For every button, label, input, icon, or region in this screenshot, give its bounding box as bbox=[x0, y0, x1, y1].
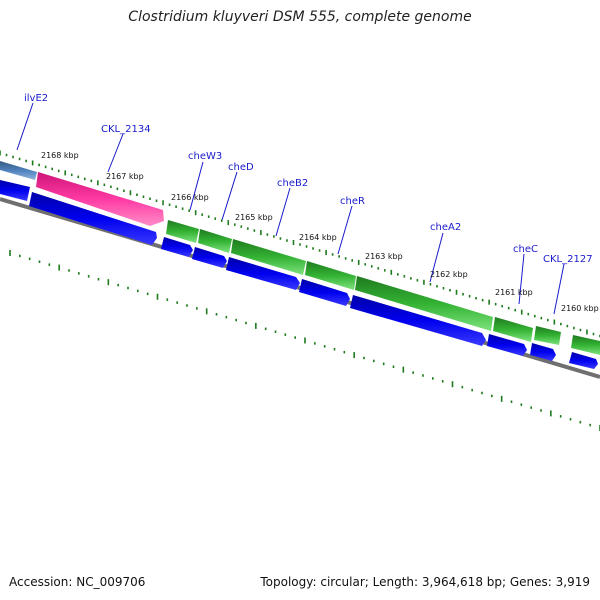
lower-scale-ticks bbox=[9, 250, 600, 431]
topology-text: Topology: circular; Length: 3,964,618 bp… bbox=[260, 575, 590, 589]
gene-label-leaders bbox=[16, 102, 565, 315]
gene-feature-ilve2[interactable] bbox=[0, 161, 37, 180]
kbp-label: 2167 kbp bbox=[106, 172, 144, 181]
gene-label[interactable]: CKL_2127 bbox=[543, 254, 593, 265]
gene-label[interactable]: CKL_2134 bbox=[101, 124, 151, 135]
cds-arrow[interactable] bbox=[299, 279, 350, 306]
kbp-label: 2161 kbp bbox=[495, 288, 533, 297]
gene-label[interactable]: ilvE2 bbox=[24, 93, 48, 104]
gene-feature-cheb2[interactable] bbox=[231, 239, 306, 275]
gene-feature-ckl-2127[interactable] bbox=[534, 326, 561, 345]
cds-strand bbox=[0, 180, 598, 369]
gene-feature-ckl-2134[interactable] bbox=[36, 172, 164, 226]
kbp-label: 2163 kbp bbox=[365, 252, 403, 261]
gene-feature-cher[interactable] bbox=[305, 261, 356, 290]
kbp-label: 2168 kbp bbox=[41, 151, 79, 160]
kbp-label: 2160 kbp bbox=[561, 304, 599, 313]
gene-label[interactable]: cheW3 bbox=[188, 151, 222, 162]
cds-arrow[interactable] bbox=[29, 192, 157, 245]
cds-arrow[interactable] bbox=[0, 180, 30, 201]
kbp-label: 2166 kbp bbox=[171, 193, 209, 202]
cds-arrow[interactable] bbox=[487, 334, 527, 356]
cds-arrow[interactable] bbox=[161, 237, 193, 257]
cds-arrow[interactable] bbox=[226, 257, 300, 290]
kbp-label: 2162 kbp bbox=[430, 270, 468, 279]
gene-feature-next[interactable] bbox=[571, 335, 600, 355]
kbp-label: 2165 kbp bbox=[235, 213, 273, 222]
map-title: Clostridium kluyveri DSM 555, complete g… bbox=[128, 9, 472, 25]
cds-arrow[interactable] bbox=[530, 343, 556, 361]
cds-arrow[interactable] bbox=[350, 295, 486, 346]
gene-feature-chec[interactable] bbox=[493, 317, 533, 342]
gene-feature-ched[interactable] bbox=[198, 229, 232, 253]
accession-text: Accession: NC_009706 bbox=[9, 575, 146, 589]
cds-arrow[interactable] bbox=[569, 352, 598, 369]
gene-labels: ilvE2 CKL_2134 cheW3 cheD cheB2 cheR che… bbox=[24, 93, 593, 265]
gene-feature-chew3[interactable] bbox=[166, 220, 199, 243]
gene-feature-chea2[interactable] bbox=[355, 276, 493, 331]
cds-arrow[interactable] bbox=[192, 247, 227, 268]
position-labels: 2168 kbp 2167 kbp 2166 kbp 2165 kbp 2164… bbox=[41, 151, 599, 313]
gene-label[interactable]: cheC bbox=[513, 244, 538, 255]
gene-label[interactable]: cheD bbox=[228, 162, 254, 173]
upper-scale-ticks bbox=[0, 150, 600, 338]
kbp-label: 2164 kbp bbox=[299, 233, 337, 242]
forward-strand-genes bbox=[0, 161, 600, 355]
gene-label[interactable]: cheB2 bbox=[277, 178, 308, 189]
gene-label[interactable]: cheR bbox=[340, 196, 365, 207]
gene-label[interactable]: cheA2 bbox=[430, 222, 461, 233]
